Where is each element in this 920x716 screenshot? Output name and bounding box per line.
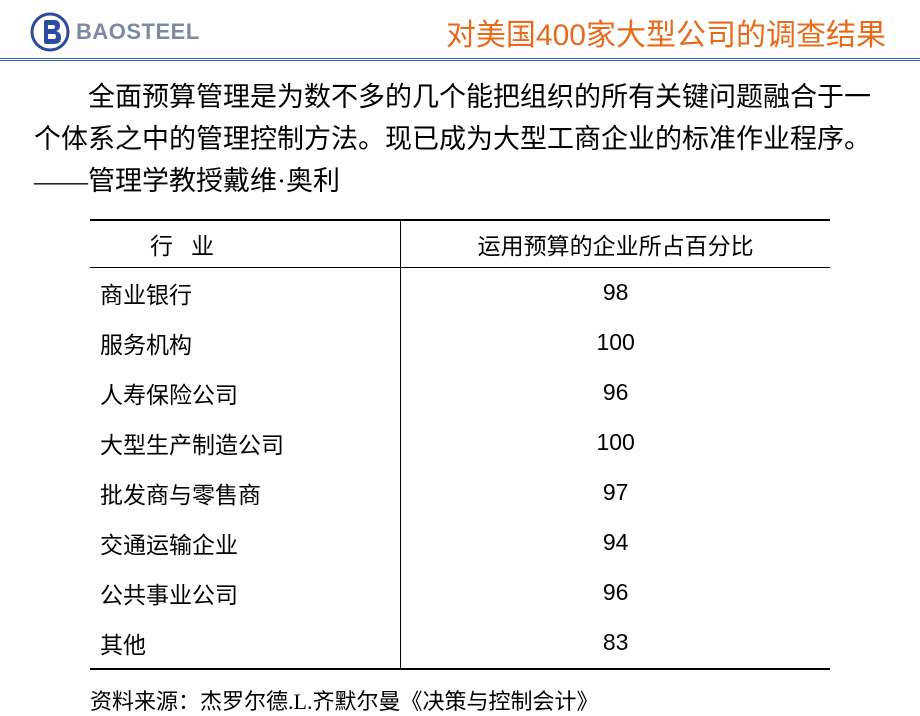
logo-text: BAOSTEEL [76, 19, 200, 45]
table-body: 商业银行 98 服务机构 100 人寿保险公司 96 大型生产制造公司 100 … [90, 267, 830, 669]
cell-industry: 人寿保险公司 [90, 368, 401, 418]
cell-percent: 96 [401, 368, 830, 418]
source-text: 杰罗尔德.L.齐默尔曼《决策与控制会计》 [200, 689, 598, 714]
survey-table: 行业 运用预算的企业所占百分比 商业银行 98 服务机构 100 人寿保险公司 … [90, 219, 830, 670]
cell-percent: 98 [401, 267, 830, 318]
table-row: 其他 83 [90, 618, 830, 669]
cell-percent: 100 [401, 318, 830, 368]
paragraph-text: 全面预算管理是为数不多的几个能把组织的所有关键问题融合于一个体系之中的管理控制方… [34, 82, 871, 154]
cell-industry: 交通运输企业 [90, 518, 401, 568]
logo: BAOSTEEL [30, 12, 200, 52]
table-header-row: 行业 运用预算的企业所占百分比 [90, 220, 830, 268]
survey-table-container: 行业 运用预算的企业所占百分比 商业银行 98 服务机构 100 人寿保险公司 … [90, 219, 830, 670]
table-row: 商业银行 98 [90, 267, 830, 318]
baosteel-logo-icon [30, 12, 70, 52]
cell-industry: 服务机构 [90, 318, 401, 368]
slide-header: BAOSTEEL 对美国400家大型公司的调查结果 [0, 0, 920, 61]
table-row: 交通运输企业 94 [90, 518, 830, 568]
cell-industry: 公共事业公司 [90, 568, 401, 618]
cell-percent: 83 [401, 618, 830, 669]
cell-industry: 批发商与零售商 [90, 468, 401, 518]
slide-title: 对美国400家大型公司的调查结果 [200, 10, 890, 54]
table-row: 批发商与零售商 97 [90, 468, 830, 518]
cell-industry: 其他 [90, 618, 401, 669]
table-row: 公共事业公司 96 [90, 568, 830, 618]
cell-percent: 97 [401, 468, 830, 518]
source-line: 资料来源：杰罗尔德.L.齐默尔曼《决策与控制会计》 [0, 670, 920, 716]
col-header-percentage: 运用预算的企业所占百分比 [401, 220, 830, 268]
intro-paragraph: 全面预算管理是为数不多的几个能把组织的所有关键问题融合于一个体系之中的管理控制方… [0, 61, 920, 213]
col-header-industry: 行业 [90, 220, 401, 268]
cell-percent: 94 [401, 518, 830, 568]
source-label: 资料来源： [90, 689, 200, 714]
table-row: 大型生产制造公司 100 [90, 418, 830, 468]
cell-industry: 商业银行 [90, 267, 401, 318]
table-row: 服务机构 100 [90, 318, 830, 368]
cell-industry: 大型生产制造公司 [90, 418, 401, 468]
table-row: 人寿保险公司 96 [90, 368, 830, 418]
cell-percent: 96 [401, 568, 830, 618]
cell-percent: 100 [401, 418, 830, 468]
